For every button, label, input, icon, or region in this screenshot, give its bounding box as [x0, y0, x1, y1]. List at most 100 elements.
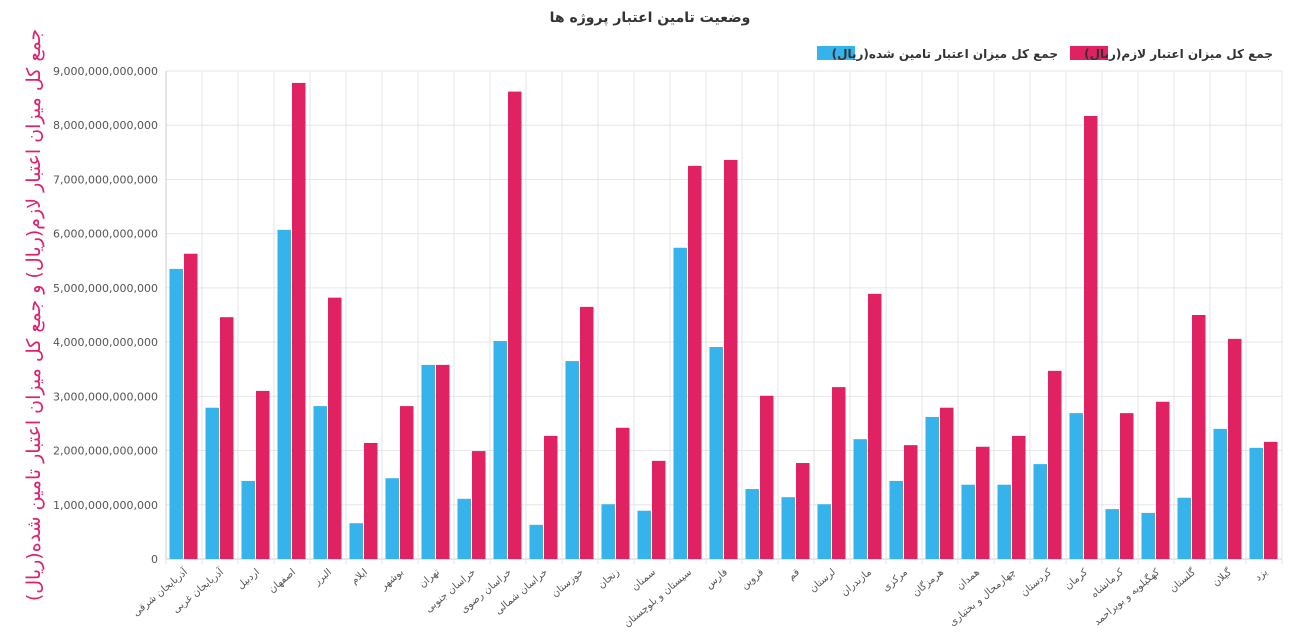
x-tick-label: چهارمحال و بختیاری [947, 567, 1018, 629]
bar-funded[interactable] [745, 489, 760, 559]
x-tick-label: همدان [955, 567, 982, 592]
legend-swatch-funded[interactable] [817, 46, 855, 60]
x-tick-label: بوشهر [378, 567, 406, 593]
bar-required[interactable] [832, 387, 846, 559]
bar-required[interactable] [796, 463, 810, 559]
bar-required[interactable] [616, 427, 630, 559]
legend-label-required[interactable]: جمع کل میزان اعتبار لازم(ریال) [1084, 47, 1273, 62]
bar-required[interactable] [1264, 441, 1278, 559]
bar-funded[interactable] [421, 364, 436, 559]
bar-funded[interactable] [205, 407, 220, 559]
bar-required[interactable] [508, 91, 522, 560]
x-tick-label: لرستان [808, 567, 838, 595]
y-tick-label: 5,000,000,000,000 [53, 282, 158, 295]
y-tick-label: 4,000,000,000,000 [53, 336, 158, 349]
y-tick-label: 1,000,000,000,000 [53, 499, 158, 512]
bar-funded[interactable] [709, 346, 724, 559]
bar-required[interactable] [436, 364, 450, 559]
bar-funded[interactable] [1213, 428, 1228, 559]
bar-required[interactable] [400, 406, 414, 559]
y-tick-label: 7,000,000,000,000 [53, 173, 158, 186]
legend-label-funded[interactable]: جمع کل میزان اعتبار تامین شده(ریال) [832, 47, 1058, 61]
x-tick-label: مازندران [839, 567, 874, 599]
bar-funded[interactable] [385, 478, 400, 559]
bar-funded[interactable] [493, 341, 508, 559]
y-tick-label: 0 [151, 553, 158, 566]
bar-required[interactable] [760, 395, 774, 559]
bar-required[interactable] [724, 159, 738, 559]
bar-required[interactable] [1192, 315, 1206, 559]
x-tick-label: تهران [417, 567, 442, 590]
bar-funded[interactable] [169, 268, 184, 559]
x-tick-label: کرمان [1063, 567, 1090, 592]
bar-required[interactable] [364, 442, 378, 559]
bar-funded[interactable] [673, 247, 688, 559]
bar-required[interactable] [976, 446, 990, 559]
bar-funded[interactable] [1249, 447, 1264, 559]
x-tick-label: گیلان [1210, 566, 1234, 589]
bar-funded[interactable] [997, 484, 1012, 559]
bar-funded[interactable] [313, 406, 328, 559]
x-tick-label: اردبیل [235, 567, 262, 592]
bar-required[interactable] [328, 297, 342, 559]
legend-swatch-required[interactable] [1070, 46, 1108, 60]
bar-required[interactable] [868, 293, 882, 559]
bar-funded[interactable] [925, 416, 940, 559]
bar-required[interactable] [1084, 116, 1098, 559]
bar-required[interactable] [940, 407, 954, 559]
x-tick-label: فارس [704, 567, 730, 592]
bar-funded[interactable] [637, 510, 652, 559]
x-tick-label: خوزستان [550, 567, 586, 600]
bar-funded[interactable] [1105, 509, 1120, 559]
x-tick-label: اصفهان [267, 567, 298, 596]
x-tick-label: یزد [1253, 567, 1270, 584]
bar-required[interactable] [904, 445, 918, 559]
bar-funded[interactable] [1141, 512, 1156, 559]
bar-funded[interactable] [277, 229, 292, 560]
bar-funded[interactable] [853, 439, 868, 559]
bar-funded[interactable] [961, 484, 976, 559]
y-tick-label: 8,000,000,000,000 [53, 119, 158, 132]
x-tick-label: سیستان و بلوچستان [622, 567, 694, 630]
bar-required[interactable] [220, 317, 234, 559]
x-tick-label: کردستان [1019, 567, 1054, 599]
bar-funded[interactable] [817, 504, 832, 559]
bar-funded[interactable] [241, 480, 256, 559]
x-tick-label: قم [786, 567, 802, 583]
bar-funded[interactable] [565, 361, 580, 559]
bar-funded[interactable] [349, 523, 364, 559]
x-tick-label: گلستان [1167, 566, 1198, 595]
x-tick-label: ایلام [349, 567, 370, 587]
bar-required[interactable] [1120, 413, 1134, 559]
bar-required[interactable] [688, 165, 702, 559]
x-tick-label: هرمزگان [910, 566, 946, 599]
bar-required[interactable] [1228, 338, 1242, 559]
x-tick-label: کهگیلویه و بویراحمد [1091, 566, 1162, 628]
bar-required[interactable] [1156, 401, 1170, 559]
bar-funded[interactable] [1177, 497, 1192, 559]
bar-required[interactable] [184, 253, 198, 559]
bar-required[interactable] [652, 460, 666, 559]
bar-required[interactable] [1048, 370, 1062, 559]
bar-funded[interactable] [1069, 413, 1084, 559]
x-tick-label: زنجان [596, 567, 622, 591]
bar-funded[interactable] [529, 524, 544, 559]
y-tick-label: 3,000,000,000,000 [53, 390, 158, 403]
bar-required[interactable] [1012, 435, 1026, 559]
bar-required[interactable] [256, 390, 270, 559]
bar-funded[interactable] [601, 504, 616, 559]
bar-required[interactable] [580, 306, 594, 559]
legend: جمع کل میزان اعتبار لازم(ریال) جمع کل می… [817, 46, 1273, 62]
bar-required[interactable] [544, 435, 558, 559]
x-tick-label: مرکزی [881, 567, 910, 594]
bar-required[interactable] [292, 82, 306, 559]
x-tick-label: سمنان [630, 567, 658, 593]
bar-funded[interactable] [1033, 464, 1048, 559]
bar-funded[interactable] [781, 497, 796, 559]
bar-required[interactable] [472, 451, 486, 559]
bar-funded[interactable] [889, 480, 904, 559]
bar-funded[interactable] [457, 498, 472, 559]
y-tick-label: 6,000,000,000,000 [53, 228, 158, 241]
x-tick-label: البرز [311, 567, 334, 588]
